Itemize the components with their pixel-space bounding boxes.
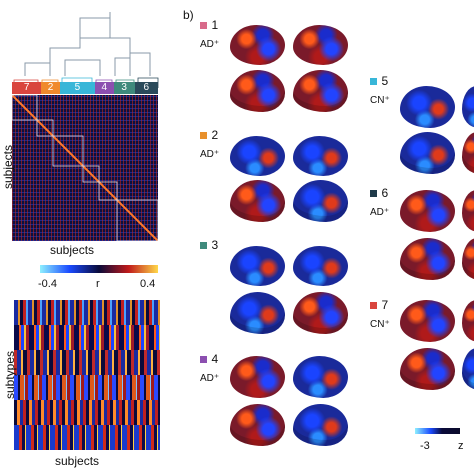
subtype-2-brain-medial-left bbox=[230, 180, 285, 222]
subtypes-xlabel: subjects bbox=[55, 454, 100, 468]
subtype-2-brain-lateral-right bbox=[293, 136, 348, 176]
cluster-7: 7 bbox=[12, 82, 42, 94]
cluster-3: 3 bbox=[113, 82, 135, 94]
subtype-7-brain-medial-left bbox=[400, 348, 455, 390]
subtype-5-brain-lateral-left bbox=[400, 86, 455, 128]
subtype-2-label: 2 AD⁺ bbox=[200, 128, 220, 160]
subtype-1-brain-lateral-left bbox=[230, 25, 285, 65]
subtype-2-brain-medial-right bbox=[293, 180, 348, 222]
subtype-4-swatch bbox=[200, 356, 207, 363]
subtype-5-swatch bbox=[370, 78, 377, 85]
subtype-4-brain-lateral-right bbox=[293, 356, 348, 398]
cluster-2: 2 bbox=[41, 82, 60, 94]
z-colorbar-label: z bbox=[458, 440, 464, 452]
subtype-6-brain-lateral-right bbox=[462, 190, 474, 232]
subtype-7-brain-lateral-right bbox=[462, 300, 474, 342]
cluster-6: 6 bbox=[134, 82, 159, 94]
subtype-7-brain-lateral-left bbox=[400, 300, 455, 342]
subtype-6-label: 6 AD⁺ bbox=[370, 186, 390, 218]
panel-b-label: b) bbox=[183, 8, 194, 22]
subtype-7-swatch bbox=[370, 302, 377, 309]
subtype-6-brain-medial-left bbox=[400, 238, 455, 280]
subtype-1-label: 1 AD⁺ bbox=[200, 18, 220, 50]
subtype-3-swatch bbox=[200, 242, 207, 249]
subtype-4-brain-lateral-left bbox=[230, 356, 285, 398]
subtype-6-brain-lateral-left bbox=[400, 190, 455, 232]
subtypes-ylabel: subtypes bbox=[3, 350, 17, 400]
matrix-ylabel: subjects bbox=[1, 144, 15, 190]
r-colorbar-max: 0.4 bbox=[140, 278, 156, 290]
subtypes-heatmap bbox=[14, 300, 160, 450]
subtype-7-brain-medial-right bbox=[462, 348, 474, 390]
subtype-1-swatch bbox=[200, 22, 207, 29]
subtype-2-brain-lateral-left bbox=[230, 136, 285, 176]
subtype-1-brain-medial-left bbox=[230, 70, 285, 112]
subtype-5-label: 5 CN⁺ bbox=[370, 74, 390, 106]
dendrogram bbox=[13, 12, 159, 88]
subtype-1-brain-medial-right bbox=[293, 70, 348, 112]
subtype-5-brain-lateral-right bbox=[462, 86, 474, 128]
subtype-3-label: 3 bbox=[200, 236, 218, 254]
correlation-matrix bbox=[12, 95, 158, 241]
r-colorbar-min: -0.4 bbox=[38, 278, 57, 290]
subtype-4-brain-medial-right bbox=[293, 404, 348, 446]
subtype-3-brain-medial-right bbox=[293, 292, 348, 334]
subtype-5-brain-medial-right bbox=[462, 132, 474, 174]
subtype-3-brain-medial-left bbox=[230, 292, 285, 334]
subtype-4-brain-medial-left bbox=[230, 404, 285, 446]
cluster-4: 4 bbox=[94, 82, 114, 94]
subtype-3-brain-lateral-right bbox=[293, 246, 348, 286]
cluster-5: 5 bbox=[59, 82, 95, 94]
subtype-5-brain-medial-left bbox=[400, 132, 455, 174]
r-colorbar bbox=[40, 265, 158, 273]
matrix-xlabel: subjects bbox=[50, 243, 95, 257]
subtype-6-swatch bbox=[370, 190, 377, 197]
subtype-6-brain-medial-right bbox=[462, 238, 474, 280]
z-colorbar bbox=[415, 428, 460, 434]
r-colorbar-label: r bbox=[96, 278, 100, 290]
subtype-7-label: 7 CN⁺ bbox=[370, 298, 390, 330]
subtype-4-label: 4 AD⁺ bbox=[200, 352, 220, 384]
subtype-2-swatch bbox=[200, 132, 207, 139]
subtype-3-brain-lateral-left bbox=[230, 246, 285, 286]
z-colorbar-min: -3 bbox=[420, 440, 430, 452]
subtype-1-brain-lateral-right bbox=[293, 25, 348, 65]
cluster-bar: 7 2 5 4 3 6 bbox=[12, 82, 159, 94]
